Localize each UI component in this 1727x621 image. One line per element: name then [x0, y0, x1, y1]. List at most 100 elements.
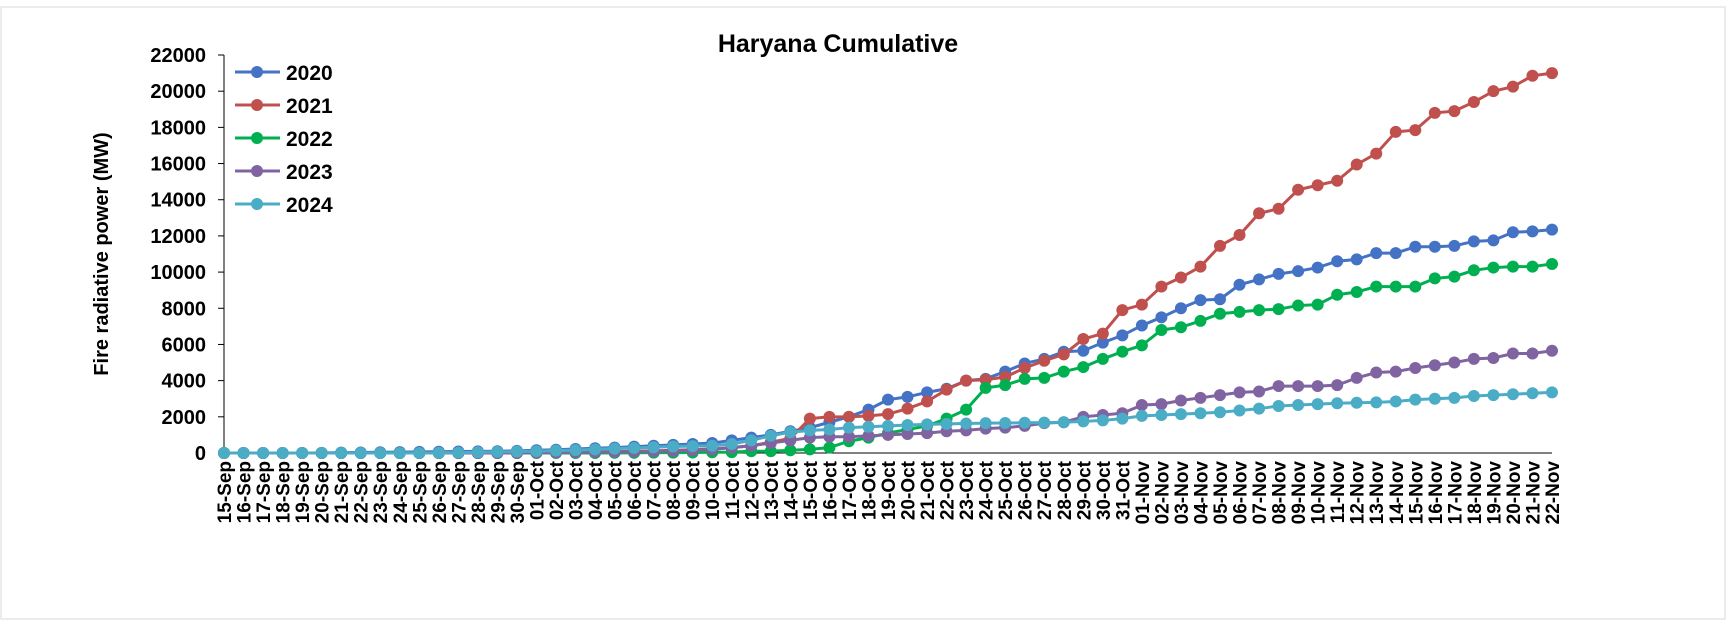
- data-point: [1135, 399, 1148, 412]
- data-point: [218, 447, 230, 459]
- data-point: [1487, 261, 1500, 274]
- x-tick-label: 27-Sep: [449, 461, 470, 523]
- data-point: [1331, 397, 1344, 410]
- data-point: [1428, 240, 1441, 253]
- x-tick-label: 10-Nov: [1309, 461, 1330, 525]
- data-point: [569, 444, 582, 457]
- data-point: [1018, 372, 1031, 385]
- data-point: [1448, 391, 1461, 404]
- data-point: [1096, 352, 1109, 365]
- data-point: [862, 420, 875, 433]
- x-tick-label: 23-Sep: [371, 461, 392, 523]
- data-point: [1350, 371, 1363, 384]
- data-point: [432, 446, 445, 459]
- data-point: [842, 430, 855, 443]
- data-point: [1546, 257, 1558, 270]
- data-point: [354, 447, 367, 459]
- data-point: [1233, 404, 1246, 417]
- data-point: [999, 416, 1012, 429]
- data-point: [1253, 402, 1266, 415]
- x-tick-label: 23-Oct: [957, 460, 978, 520]
- data-point: [1331, 255, 1344, 268]
- data-point: [374, 447, 387, 459]
- data-point: [530, 445, 543, 458]
- data-point: [1292, 183, 1305, 196]
- x-tick-label: 16-Sep: [235, 461, 256, 523]
- data-point: [1311, 298, 1324, 311]
- data-point: [393, 447, 406, 459]
- data-point: [842, 410, 855, 423]
- data-point: [1272, 399, 1285, 412]
- x-tick-label: 09-Nov: [1289, 461, 1310, 525]
- data-point: [1018, 416, 1031, 429]
- x-tick-label: 06-Nov: [1231, 461, 1252, 525]
- data-point: [1292, 299, 1305, 312]
- x-tick-label: 04-Nov: [1191, 461, 1212, 525]
- y-tick-label: 0: [195, 443, 206, 465]
- data-point: [901, 418, 914, 431]
- x-tick-label: 03-Oct: [567, 460, 588, 520]
- y-tick-label: 16000: [150, 154, 206, 176]
- data-point: [1253, 385, 1266, 398]
- data-point: [1467, 390, 1480, 403]
- data-point: [1311, 398, 1324, 411]
- data-point: [1155, 323, 1168, 336]
- y-tick-label: 10000: [150, 262, 206, 284]
- data-point: [745, 434, 758, 447]
- data-point: [1194, 314, 1207, 327]
- data-point: [589, 443, 602, 456]
- x-tick-label: 17-Oct: [840, 460, 861, 520]
- data-point: [1370, 366, 1383, 379]
- x-tick-label: 11-Oct: [723, 460, 744, 519]
- data-point: [1077, 415, 1090, 428]
- data-point: [1311, 261, 1324, 274]
- x-tick-label: 28-Oct: [1055, 460, 1076, 520]
- data-point: [1506, 226, 1519, 239]
- x-tick-label: 17-Sep: [254, 461, 275, 523]
- data-point: [1194, 294, 1207, 307]
- y-tick-label: 4000: [162, 371, 207, 393]
- data-point: [764, 429, 777, 442]
- data-point: [960, 403, 973, 416]
- data-point: [335, 447, 348, 459]
- data-point: [315, 447, 328, 459]
- data-point: [667, 440, 680, 453]
- x-tick-label: 14-Oct: [781, 460, 802, 520]
- data-point: [1038, 416, 1051, 429]
- data-point: [803, 412, 816, 425]
- data-point: [1350, 285, 1363, 298]
- data-point: [1135, 319, 1148, 332]
- x-tick-label: 22-Sep: [352, 461, 373, 523]
- data-point: [1155, 311, 1168, 324]
- x-tick-label: 21-Nov: [1523, 461, 1544, 525]
- data-point: [1546, 386, 1558, 399]
- data-point: [1272, 202, 1285, 215]
- data-point: [1526, 387, 1539, 400]
- x-tick-label: 22-Nov: [1543, 461, 1564, 525]
- data-point: [1350, 253, 1363, 266]
- legend-label: 2024: [286, 194, 333, 217]
- legend-label: 2023: [286, 161, 333, 184]
- data-point: [257, 447, 270, 459]
- data-point: [1389, 247, 1402, 260]
- data-point: [882, 428, 894, 441]
- data-point: [1467, 235, 1480, 248]
- data-point: [1409, 361, 1422, 374]
- data-point: [1057, 416, 1070, 429]
- x-tick-label: 17-Nov: [1445, 461, 1466, 525]
- data-point: [1174, 302, 1187, 315]
- data-point: [882, 419, 894, 432]
- data-point: [550, 444, 562, 457]
- data-point: [1272, 380, 1285, 393]
- x-tick-label: 12-Oct: [742, 460, 763, 520]
- data-point: [823, 423, 836, 436]
- data-point: [1389, 395, 1402, 408]
- data-point: [882, 393, 894, 406]
- data-point: [1096, 336, 1109, 349]
- data-point: [413, 447, 426, 459]
- data-point: [1506, 80, 1519, 93]
- data-point: [940, 383, 953, 396]
- x-tick-label: 11-Nov: [1328, 461, 1349, 524]
- data-point: [1331, 379, 1344, 392]
